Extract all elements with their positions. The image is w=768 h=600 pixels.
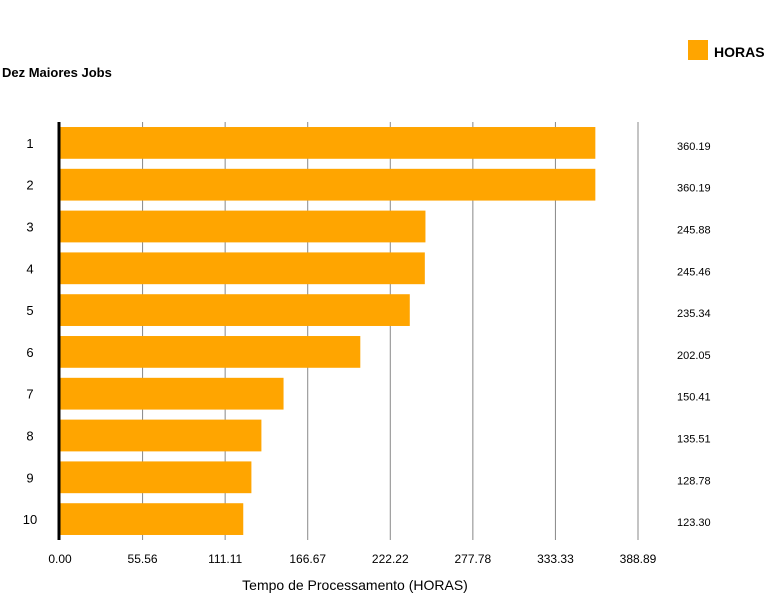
- category-labels: 1 2 3 4 5 6 7 8 9 10: [23, 136, 37, 527]
- bar: [60, 252, 425, 285]
- legend-swatch: [688, 40, 708, 60]
- data-label: 235.34: [677, 308, 711, 320]
- x-tick-label: 222.22: [372, 552, 409, 566]
- bar: [60, 419, 262, 452]
- y-tick-label: 10: [23, 512, 37, 527]
- x-tick-label: 166.67: [289, 552, 326, 566]
- data-label: 150.41: [677, 392, 711, 404]
- bar: [60, 294, 410, 326]
- x-tick-label: 333.33: [537, 552, 574, 566]
- x-axis-label: Tempo de Processamento (HORAS): [242, 577, 468, 593]
- chart-title: Dez Maiores Jobs: [2, 65, 112, 80]
- bar: [60, 336, 361, 368]
- x-tick-label: 277.78: [455, 552, 492, 566]
- legend: HORAS: [688, 40, 765, 60]
- bar: [60, 127, 596, 159]
- bar: [60, 168, 596, 201]
- y-tick-label: 6: [26, 345, 33, 360]
- legend-label: HORAS: [714, 44, 765, 60]
- x-tick-labels: 0.00 55.56 111.11 166.67 222.22 277.78 333.33 3…: [48, 552, 656, 566]
- y-tick-label: 3: [26, 220, 33, 235]
- data-label: 135.51: [677, 434, 711, 446]
- bar: [60, 503, 244, 535]
- data-labels: 360.19 360.19 245.88 245.46 235.34 202.05 150.…: [677, 141, 711, 529]
- bar: [60, 461, 252, 494]
- bar: [60, 210, 426, 243]
- x-tick-label: 111.11: [208, 552, 242, 566]
- y-tick-label: 2: [26, 178, 33, 193]
- y-tick-label: 4: [26, 261, 33, 276]
- y-tick-label: 7: [26, 387, 33, 402]
- x-tick-label: 55.56: [128, 552, 158, 566]
- data-label: 360.19: [677, 183, 711, 195]
- data-label: 123.30: [677, 517, 711, 529]
- bars: [60, 127, 596, 535]
- y-tick-label: 1: [26, 136, 33, 151]
- data-label: 128.78: [677, 475, 711, 487]
- data-label: 202.05: [677, 350, 711, 362]
- y-tick-label: 9: [26, 470, 33, 485]
- x-tick-label: 388.89: [620, 552, 657, 566]
- y-tick-label: 5: [26, 303, 33, 318]
- y-tick-label: 8: [26, 429, 33, 444]
- data-label: 245.46: [677, 266, 711, 278]
- data-label: 245.88: [677, 225, 711, 237]
- bar: [60, 377, 284, 410]
- data-label: 360.19: [677, 141, 711, 153]
- x-tick-label: 0.00: [48, 552, 72, 566]
